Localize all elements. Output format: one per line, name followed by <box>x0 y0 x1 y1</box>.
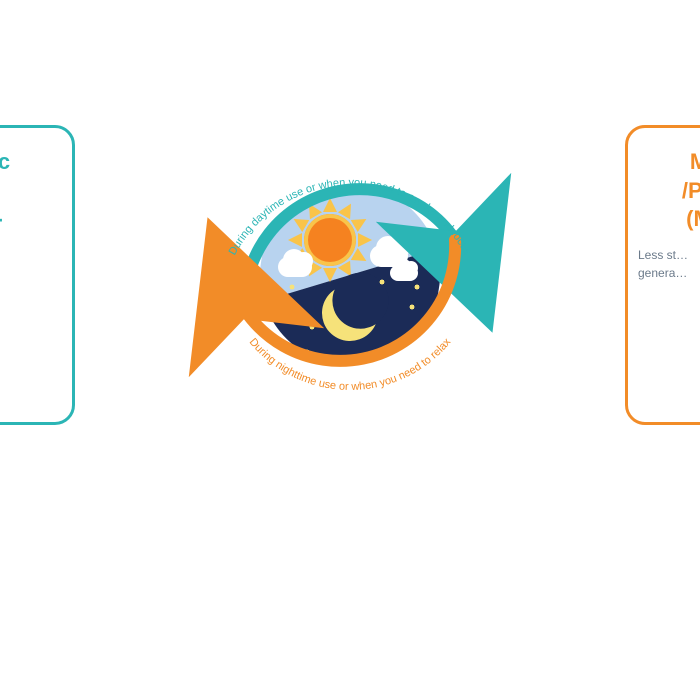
right-box-desc: Less st…genera… <box>638 246 700 282</box>
left-box-title: …ic M- <box>0 148 62 234</box>
right-info-box: M…/Ph…(M… Less st…genera… <box>625 125 700 425</box>
left-info-box: …ic M- …han… LED <box>0 125 75 425</box>
bottom-arrow <box>232 240 455 361</box>
cycle-arrows: During daytime use or when you need to a… <box>170 95 530 455</box>
right-box-title: M…/Ph…(M… <box>638 148 700 234</box>
left-box-desc: …han… LED <box>0 246 62 282</box>
diagram-canvas: …ic M- …han… LED M…/Ph…(M… Less st…gener… <box>0 0 700 700</box>
